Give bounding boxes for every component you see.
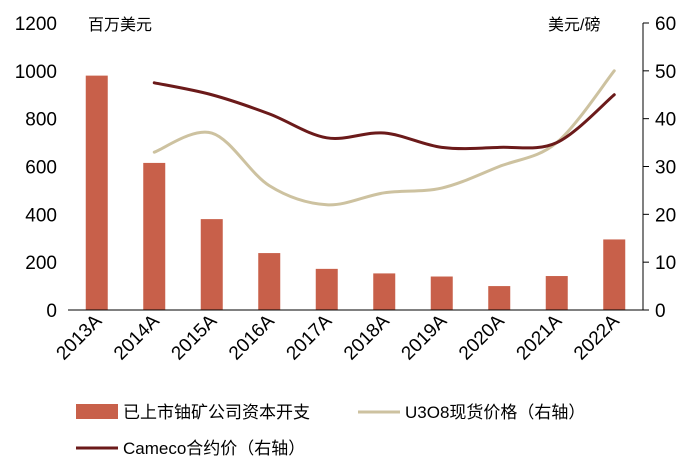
- legend-label-spot-price: U3O8现货价格（右轴）: [405, 403, 585, 422]
- x-axis-tick-label: 2019A: [398, 310, 452, 364]
- left-axis-tick-label: 1000: [15, 62, 57, 83]
- right-axis-ticks: 0 10 20 30 40 50 60: [643, 14, 676, 322]
- left-axis-tick-label: 600: [25, 158, 57, 179]
- bar-2017A: [315, 268, 338, 310]
- right-axis-unit-label: 美元/磅: [548, 16, 600, 34]
- line-series: [152, 69, 616, 207]
- bar-2013A: [85, 75, 108, 310]
- right-axis-tick-label: 10: [655, 253, 676, 274]
- x-axis-tick-label: 2018A: [340, 310, 394, 364]
- x-axis-tick-label: 2015A: [168, 310, 222, 364]
- right-axis-tick-label: 20: [655, 205, 676, 226]
- legend-swatch-capex: [76, 404, 118, 419]
- legend: 已上市铀矿公司资本开支 U3O8现货价格（右轴） Cameco合约价（右轴）: [76, 403, 585, 458]
- left-axis-ticks: 0 200 400 600 800 1000 1200: [15, 14, 57, 322]
- legend-label-cameco: Cameco合约价（右轴）: [123, 439, 305, 458]
- x-axis-tick-label: 2013A: [53, 310, 107, 364]
- bar-series: [85, 75, 626, 310]
- x-axis-tick-label: 2021A: [513, 310, 567, 364]
- x-axis-tick-label: 2017A: [283, 310, 337, 364]
- left-axis-tick-label: 0: [46, 301, 57, 322]
- left-axis-unit-label: 百万美元: [88, 16, 152, 34]
- bar-2021A: [545, 276, 568, 310]
- left-axis-tick-label: 200: [25, 253, 57, 274]
- bar-2019A: [430, 276, 453, 310]
- bar-2016A: [258, 253, 281, 310]
- right-axis-tick-label: 60: [655, 14, 676, 35]
- bar-2018A: [373, 273, 396, 310]
- bar-2020A: [488, 286, 511, 310]
- x-axis-tick-label: 2022A: [570, 310, 624, 364]
- x-axis-tick-label: 2016A: [225, 310, 279, 364]
- x-axis-tick-label: 2014A: [110, 310, 164, 364]
- x-axis-tick-label: 2020A: [455, 310, 509, 364]
- left-axis-tick-label: 1200: [15, 14, 57, 35]
- left-axis-tick-label: 800: [25, 110, 57, 131]
- x-axis-ticks: 2013A 2014A 2015A 2016A 2017A 2018A 2019A 2020A…: [53, 310, 624, 364]
- bar-2014A: [143, 162, 166, 310]
- bar-2022A: [603, 239, 626, 310]
- bar-2015A: [200, 219, 223, 310]
- left-axis-tick-label: 400: [25, 205, 57, 226]
- legend-label-capex: 已上市铀矿公司资本开支: [123, 403, 310, 422]
- line-cameco-contract-price: [152, 81, 616, 151]
- right-axis-tick-label: 0: [655, 301, 666, 322]
- right-axis-tick-label: 50: [655, 62, 676, 83]
- right-axis-tick-label: 30: [655, 158, 676, 179]
- right-axis-tick-label: 40: [655, 110, 676, 131]
- line-u3o8-spot-price: [152, 69, 616, 207]
